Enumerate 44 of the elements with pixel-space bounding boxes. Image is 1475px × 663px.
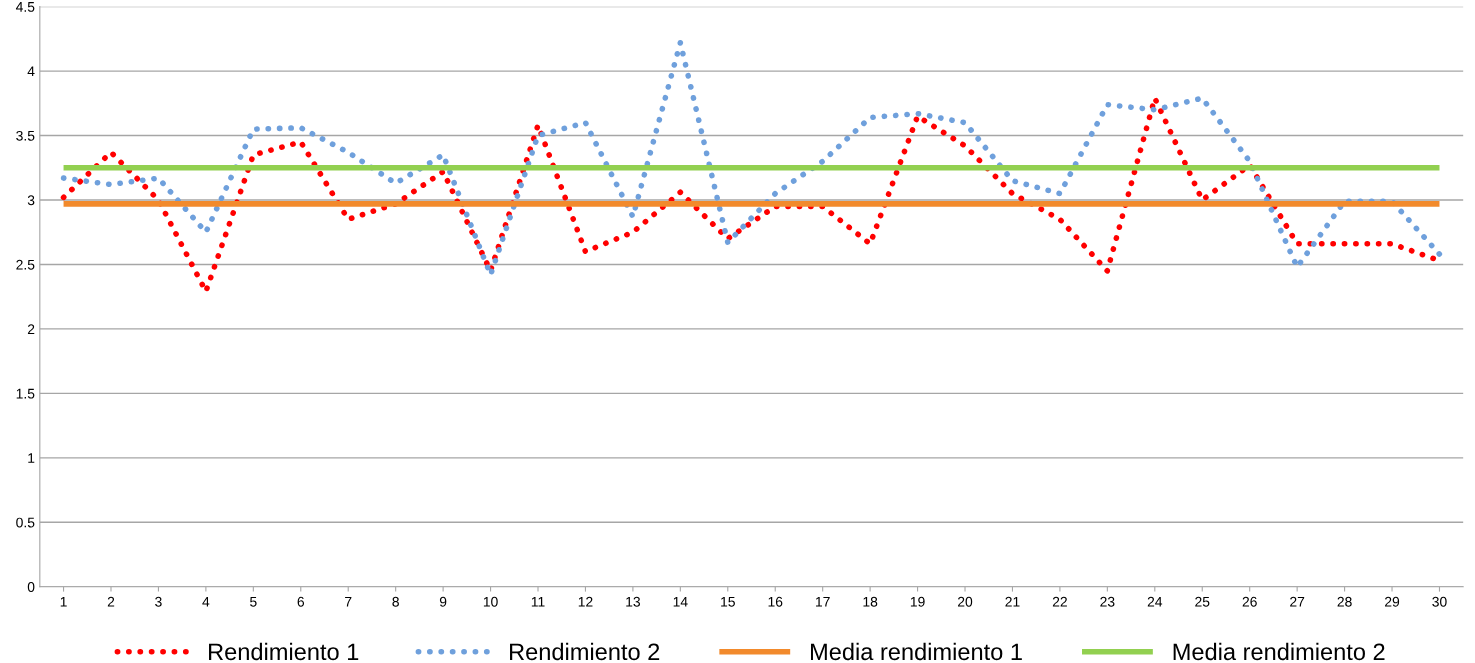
y-tick-label: 3.5 <box>16 130 35 141</box>
x-tick-label: 14 <box>673 596 688 607</box>
x-tick-label: 7 <box>345 596 352 607</box>
y-tick-label: 4 <box>27 66 35 77</box>
x-tick-label: 23 <box>1100 596 1115 607</box>
x-tick-label: 24 <box>1147 596 1163 607</box>
x-tick-label: 8 <box>392 596 399 607</box>
y-tick-label: 2.5 <box>16 259 35 270</box>
x-tick-label: 21 <box>1005 596 1020 607</box>
x-tick-label: 3 <box>155 596 162 607</box>
x-tick-label: 17 <box>816 596 830 607</box>
legend-label: Rendimiento 2 <box>510 642 660 661</box>
x-tick-label: 5 <box>250 596 257 607</box>
x-tick-label: 10 <box>483 596 498 607</box>
x-tick-label: 1 <box>60 596 67 607</box>
legend-label: Media rendimiento 2 <box>1173 642 1385 661</box>
y-tick-label: 2 <box>27 324 35 334</box>
x-tick-label: 29 <box>1385 596 1400 607</box>
y-tick-label: 4.5 <box>15 2 35 12</box>
y-tick-label: 1 <box>28 453 35 463</box>
legend-label: Media rendimiento 1 <box>811 642 1022 661</box>
legend-label: Rendimiento 1 <box>209 642 359 661</box>
x-tick-label: 13 <box>626 596 641 607</box>
x-tick-label: 9 <box>439 596 447 607</box>
x-tick-label: 20 <box>957 596 973 607</box>
x-tick-label: 12 <box>578 596 593 607</box>
x-tick-label: 15 <box>721 596 735 607</box>
x-tick-label: 25 <box>1195 596 1210 607</box>
y-tick-label: 1.5 <box>16 388 35 399</box>
x-tick-label: 16 <box>768 596 783 607</box>
x-tick-label: 11 <box>531 596 545 607</box>
y-tick-label: 0 <box>27 582 35 592</box>
x-tick-label: 4 <box>202 596 210 607</box>
x-tick-label: 26 <box>1242 596 1257 607</box>
x-tick-label: 27 <box>1290 596 1305 607</box>
y-tick-label: 3 <box>27 195 35 206</box>
y-tick-label: 0.5 <box>16 517 35 528</box>
x-tick-label: 30 <box>1432 596 1447 607</box>
x-tick-label: 2 <box>107 596 115 607</box>
x-tick-label: 22 <box>1052 596 1067 607</box>
x-tick-label: 19 <box>910 596 925 607</box>
x-tick-label: 18 <box>863 596 878 607</box>
x-tick-label: 6 <box>297 596 305 607</box>
x-tick-label: 28 <box>1337 596 1352 607</box>
